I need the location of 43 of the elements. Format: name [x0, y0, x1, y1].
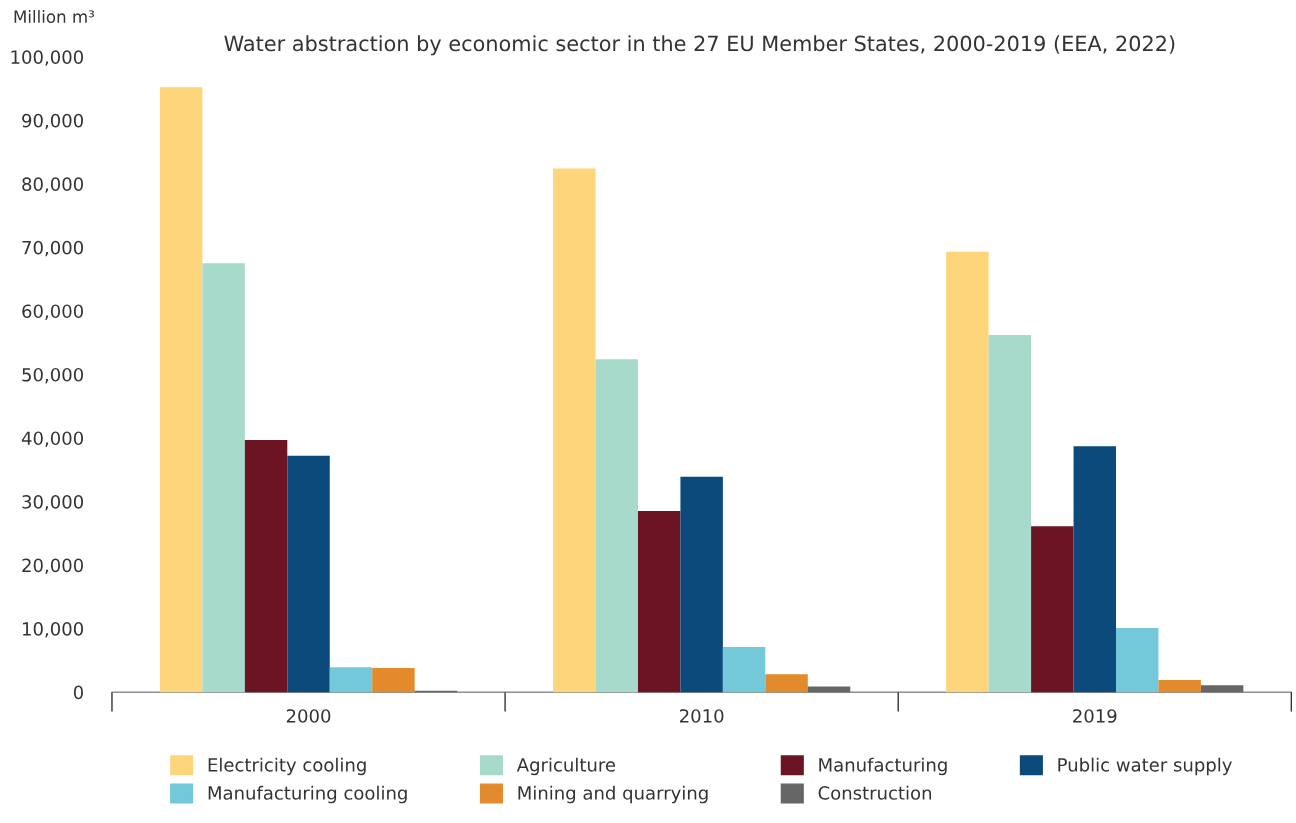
y-tick-label: 40,000	[21, 431, 83, 447]
bar	[722, 647, 766, 693]
legend-label: Mining and quarrying	[518, 785, 708, 804]
y-tick-label: 50,000	[22, 367, 83, 384]
bar	[765, 674, 808, 693]
bar	[637, 511, 681, 693]
legend-label: Manufacturing cooling	[208, 785, 407, 804]
bar	[946, 251, 989, 693]
bar	[1200, 685, 1244, 693]
y-tick-label: 0	[73, 685, 83, 700]
bar	[372, 668, 415, 693]
y-tick-label: 60,000	[22, 304, 83, 320]
legend-label: Agriculture	[516, 757, 616, 776]
bar	[988, 335, 1032, 693]
y-tick-label: 100,000	[11, 50, 83, 66]
bar	[159, 87, 203, 693]
bar	[1031, 526, 1074, 693]
x-tick-label: 2010	[680, 709, 724, 723]
y-tick-label: 20,000	[22, 558, 83, 575]
bar	[202, 263, 245, 693]
y-tick-label: 80,000	[22, 177, 83, 193]
y-tick-label: 30,000	[22, 495, 83, 511]
bar	[680, 476, 723, 693]
legend-label: Electricity cooling	[208, 757, 366, 776]
y-tick-label: 90,000	[22, 113, 83, 130]
bar	[287, 455, 330, 693]
legend-label: Construction	[818, 785, 931, 800]
bar	[244, 439, 288, 693]
y-tick-label: 10,000	[23, 622, 83, 638]
legend-label: Public water supply	[1058, 757, 1232, 776]
x-tick-label: 2019	[1073, 709, 1117, 723]
y-tick-label: 70,000	[22, 240, 83, 257]
bar	[1116, 627, 1159, 693]
bar	[807, 686, 851, 693]
bar	[1073, 446, 1116, 693]
y-axis-title: Million m³	[14, 10, 94, 23]
bar	[553, 168, 596, 693]
bar	[329, 667, 373, 693]
bar	[1158, 680, 1201, 693]
legend-label: Manufacturing	[819, 757, 947, 776]
x-tick-label: 2000	[286, 709, 331, 723]
bar	[595, 359, 638, 693]
chart-title: Water abstraction by economic sector in the 27 EU Member States, 2000-2019 (EEA, 2022)	[224, 35, 1175, 56]
